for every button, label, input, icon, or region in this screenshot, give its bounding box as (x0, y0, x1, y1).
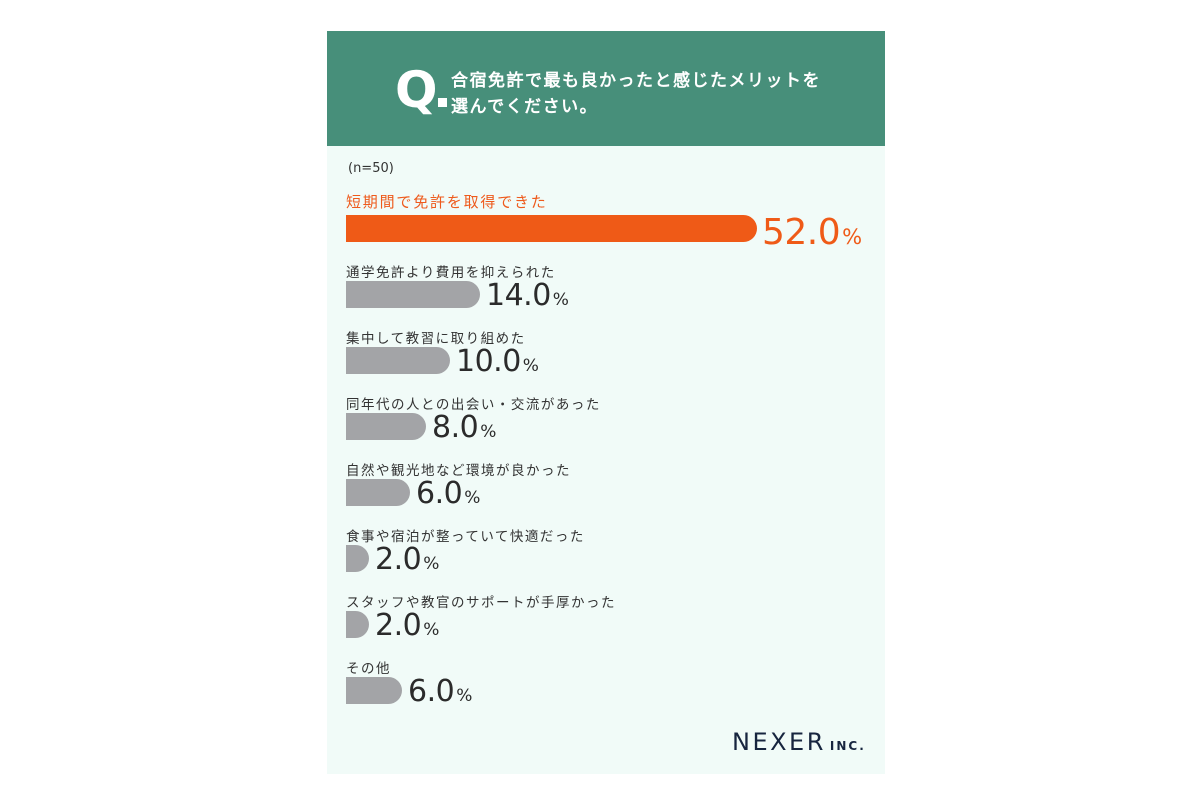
bar (346, 611, 369, 638)
question-line-1: 合宿免許で最も良かったと感じたメリットを (451, 71, 821, 91)
bar (346, 281, 480, 308)
question-line-2: 選んでください。 (451, 97, 599, 117)
row-label: 食事や宿泊が整っていて快適だった (346, 529, 585, 545)
q-dot-icon (437, 98, 447, 107)
row-value: 8.0% (432, 410, 496, 445)
bar-highlight (346, 215, 757, 242)
survey-card: Q 合宿免許で最も良かったと感じたメリットを 選んでください。 (n=50) 短… (327, 31, 885, 774)
row-value: 2.0% (375, 542, 439, 577)
row-label: 短期間で免許を取得できた (346, 193, 548, 211)
bar (346, 677, 402, 704)
question-header: Q 合宿免許で最も良かったと感じたメリットを 選んでください。 (327, 31, 885, 146)
row-value: 14.0% (486, 278, 569, 313)
sample-size: (n=50) (348, 161, 394, 176)
row-value: 6.0% (416, 476, 480, 511)
row-label: 自然や観光地など環境が良かった (346, 463, 571, 479)
bar (346, 479, 410, 506)
row-value: 2.0% (375, 608, 439, 643)
row-label: スタッフや教官のサポートが手厚かった (346, 595, 616, 611)
bar (346, 413, 426, 440)
row-value: 6.0% (408, 674, 472, 709)
row-label: その他 (346, 661, 391, 677)
row-label: 集中して教習に取り組めた (346, 331, 526, 347)
bar (346, 347, 450, 374)
nexer-logo: NEXER INC. (732, 728, 866, 756)
row-label: 同年代の人との出会い・交流があった (346, 397, 601, 413)
row-value: 52.0% (762, 212, 862, 253)
bar (346, 545, 369, 572)
question-text: 合宿免許で最も良かったと感じたメリットを 選んでください。 (451, 68, 821, 120)
q-mark: Q (395, 65, 447, 115)
row-value: 10.0% (456, 344, 539, 379)
row-label: 通学免許より費用を抑えられた (346, 265, 556, 281)
